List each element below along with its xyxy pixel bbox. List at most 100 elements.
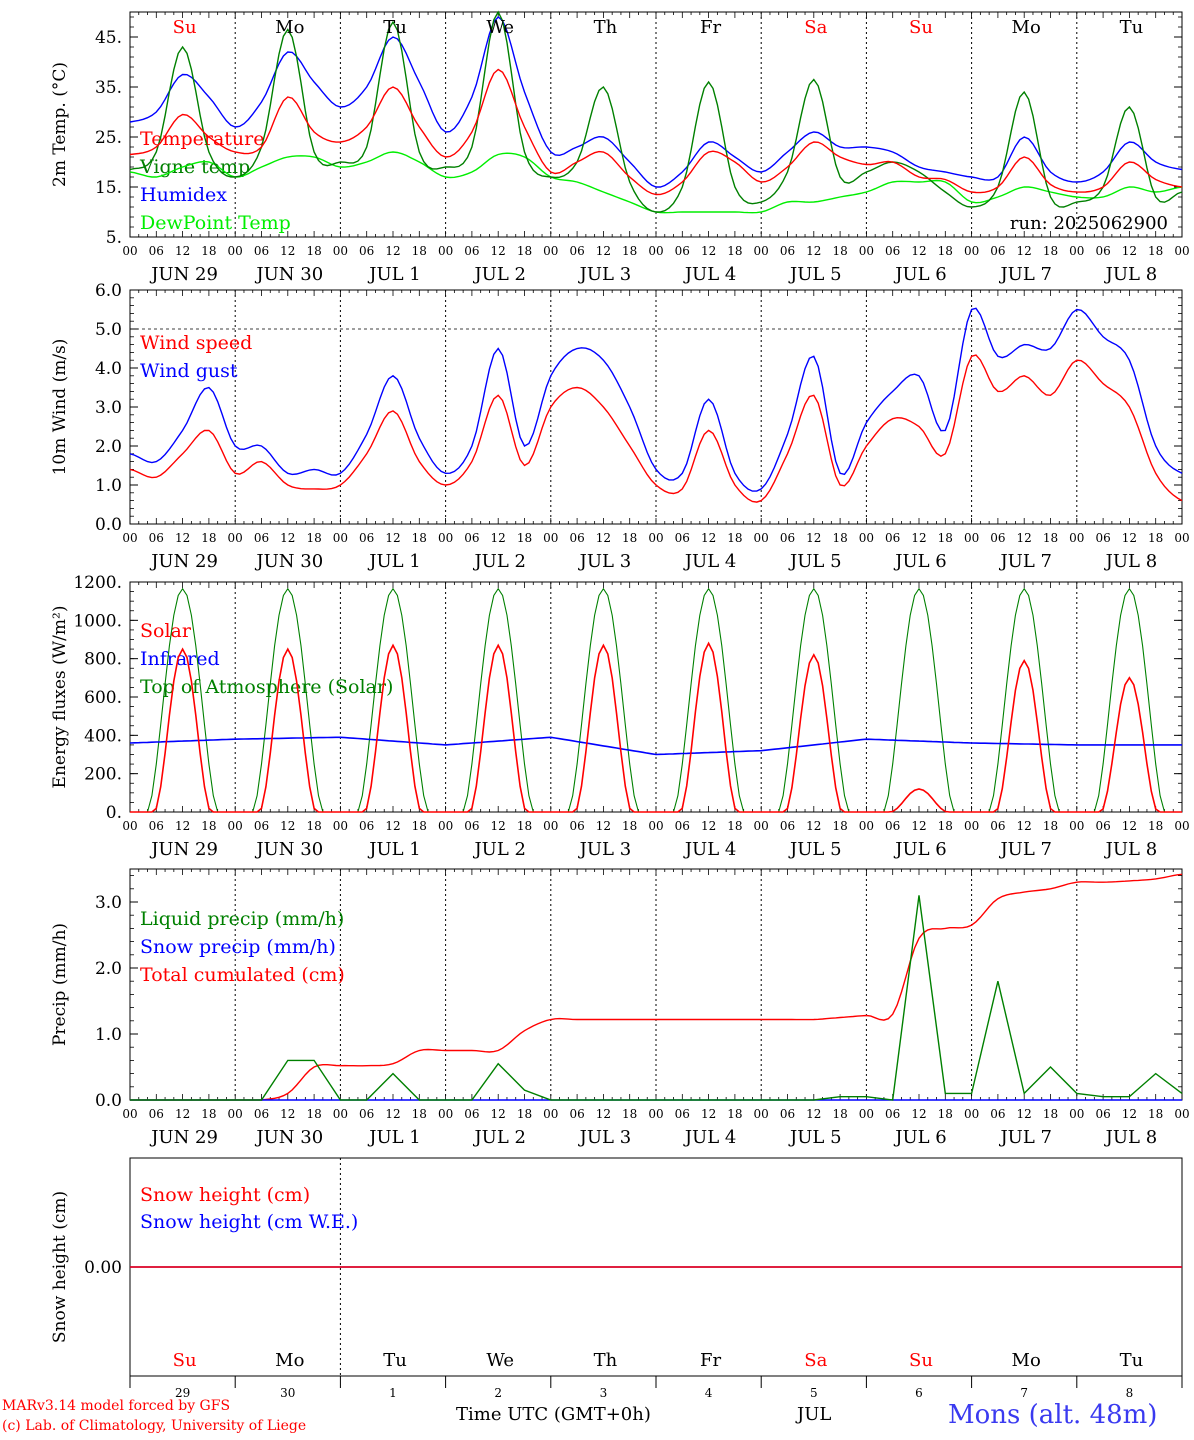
hour-tick-label: 06 xyxy=(990,244,1005,258)
hour-tick-label: 18 xyxy=(727,1107,742,1121)
date-label: JUN 29 xyxy=(149,264,218,285)
y-tick-label: 1.0 xyxy=(95,1025,122,1045)
hour-tick-label: 06 xyxy=(990,819,1005,833)
hour-tick-label: 00 xyxy=(333,244,348,258)
legend-entry: Total cumulated (cm) xyxy=(140,964,345,986)
weekday-label: Mo xyxy=(1012,1350,1041,1371)
y-tick-label: 0.0 xyxy=(95,515,122,535)
hour-tick-label: 06 xyxy=(1095,819,1110,833)
date-label: JUN 30 xyxy=(254,839,323,860)
date-label: JUL 2 xyxy=(472,264,526,285)
hour-tick-label: 18 xyxy=(517,819,532,833)
hour-tick-label: 06 xyxy=(780,819,795,833)
date-label: JUL 1 xyxy=(367,1127,421,1148)
date-label: JUL 8 xyxy=(1104,1127,1158,1148)
hour-tick-label: 12 xyxy=(385,531,400,545)
hour-tick-label: 18 xyxy=(832,819,847,833)
hour-tick-label: 12 xyxy=(701,1107,716,1121)
panel-2: 0.0 1.0 2.0 3.0 4.0 5.0 6.0 10m Wind (m/s) 00 06 1… xyxy=(50,281,1190,572)
hour-tick-label: 18 xyxy=(201,819,216,833)
hour-tick-label: 18 xyxy=(727,531,742,545)
date-label: JUL 7 xyxy=(998,1127,1052,1148)
hour-tick-label: 00 xyxy=(754,819,769,833)
date-label: JUL 5 xyxy=(788,839,842,860)
hour-tick-label: 12 xyxy=(175,1107,190,1121)
time-axis-label: Time UTC (GMT+0h) xyxy=(456,1404,651,1425)
hour-tick-label: 18 xyxy=(1148,1107,1163,1121)
weekday-label: Su xyxy=(909,1350,933,1371)
hour-tick-label: 06 xyxy=(464,1107,479,1121)
weekday-label: Th xyxy=(594,17,618,38)
hour-tick-label: 12 xyxy=(175,819,190,833)
weekday-label: Su xyxy=(173,17,197,38)
hour-tick-label: 18 xyxy=(412,244,427,258)
hour-tick-label: 12 xyxy=(806,244,821,258)
hour-tick-label: 06 xyxy=(885,1107,900,1121)
hour-tick-label: 06 xyxy=(885,244,900,258)
hour-tick-label: 12 xyxy=(596,531,611,545)
hour-tick-label: 00 xyxy=(964,1107,979,1121)
hour-tick-label: 06 xyxy=(569,244,584,258)
hour-tick-label: 18 xyxy=(938,1107,953,1121)
legend-entry: Wind speed xyxy=(140,332,252,354)
date-label: JUN 30 xyxy=(254,264,323,285)
weekday-label: Fr xyxy=(700,17,721,38)
hour-tick-label: 00 xyxy=(859,531,874,545)
date-label: JUL 4 xyxy=(683,839,737,860)
y-axis-label: Precip (mm/h) xyxy=(50,923,70,1046)
series-line-infrared xyxy=(129,736,1182,756)
date-label: JUL 7 xyxy=(998,551,1052,572)
hour-tick-label: 00 xyxy=(964,531,979,545)
date-label: JUN 30 xyxy=(254,551,323,572)
hour-tick-label: 18 xyxy=(201,1107,216,1121)
hour-tick-label: 12 xyxy=(911,1107,926,1121)
y-tick-label: 1200. xyxy=(73,573,122,593)
hour-tick-label: 00 xyxy=(1174,531,1189,545)
date-label: JUL 4 xyxy=(683,264,737,285)
hour-tick-label: 18 xyxy=(1148,244,1163,258)
hour-tick-label: 00 xyxy=(543,819,558,833)
hour-tick-label: 06 xyxy=(254,819,269,833)
series-line-wind-gust xyxy=(129,307,1183,492)
hour-tick-label: 18 xyxy=(832,244,847,258)
y-axis-label: 2m Temp. (°C) xyxy=(50,62,70,187)
day-number-label: 3 xyxy=(600,1386,608,1400)
date-label: JUN 29 xyxy=(149,1127,218,1148)
hour-tick-label: 12 xyxy=(491,244,506,258)
hour-tick-label: 12 xyxy=(1122,244,1137,258)
hour-tick-label: 00 xyxy=(228,244,243,258)
y-tick-label: 15. xyxy=(95,178,122,198)
hour-tick-label: 18 xyxy=(306,244,321,258)
hour-tick-label: 18 xyxy=(1148,531,1163,545)
hour-tick-label: 00 xyxy=(122,1107,137,1121)
hour-tick-label: 00 xyxy=(648,531,663,545)
hour-tick-label: 00 xyxy=(1069,1107,1084,1121)
y-tick-label: 0. xyxy=(106,803,122,823)
hour-tick-label: 06 xyxy=(780,531,795,545)
date-label: JUL 7 xyxy=(998,839,1052,860)
hour-tick-label: 18 xyxy=(1043,531,1058,545)
hour-tick-label: 00 xyxy=(543,531,558,545)
weekday-label: Tu xyxy=(1120,1350,1144,1371)
day-number-label: 4 xyxy=(705,1386,713,1400)
hour-tick-label: 12 xyxy=(280,819,295,833)
hour-tick-label: 12 xyxy=(491,531,506,545)
hour-tick-label: 00 xyxy=(438,1107,453,1121)
hour-tick-label: 18 xyxy=(727,819,742,833)
hour-tick-label: 12 xyxy=(491,1107,506,1121)
hour-tick-label: 06 xyxy=(990,531,1005,545)
legend-entry: Liquid precip (mm/h) xyxy=(140,908,344,930)
hour-tick-label: 18 xyxy=(622,531,637,545)
hour-tick-label: 12 xyxy=(911,819,926,833)
hour-tick-label: 18 xyxy=(306,531,321,545)
hour-tick-label: 12 xyxy=(701,244,716,258)
y-tick-label: 2.0 xyxy=(95,959,122,979)
weekday-label: Th xyxy=(594,1350,618,1371)
hour-tick-label: 12 xyxy=(596,244,611,258)
legend-entry: Snow precip (mm/h) xyxy=(140,936,336,958)
day-number-label: 1 xyxy=(389,1386,397,1400)
hour-tick-label: 06 xyxy=(464,531,479,545)
hour-tick-label: 00 xyxy=(122,819,137,833)
y-axis-label: 10m Wind (m/s) xyxy=(50,339,70,476)
hour-tick-label: 06 xyxy=(675,531,690,545)
